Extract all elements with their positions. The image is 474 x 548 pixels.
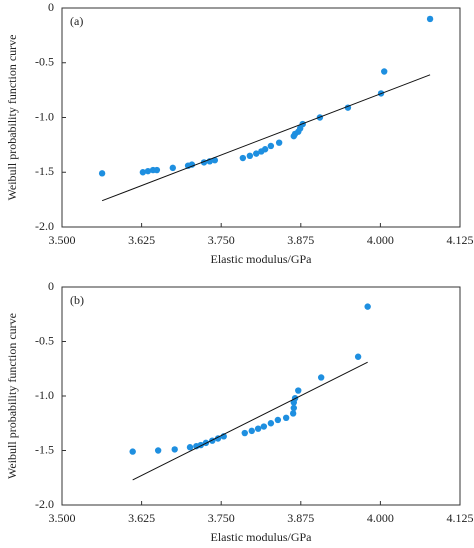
plot-frame [61,7,461,228]
fit-line [132,361,368,481]
point [171,446,178,453]
point [381,68,388,75]
y-tick-label: 0 [48,0,54,14]
x-tick-label: 3.625 [128,511,155,525]
x-tick-label: 3.875 [287,233,314,247]
x-axis-label: Elastic modulus/GPa [211,530,313,544]
point [289,410,297,417]
y-tick-label: -1.5 [35,164,54,178]
point [186,444,194,451]
x-tick-label: 4.125 [447,511,474,525]
x-tick-label: 4.125 [447,233,474,247]
point [290,404,297,412]
y-tick-label: -0.5 [35,333,54,347]
point [246,152,254,160]
point [426,15,434,23]
fit-line [101,74,431,202]
point [211,157,219,164]
point [260,423,268,430]
point [267,420,275,427]
point [274,416,282,424]
y-tick-label: -2.0 [35,219,54,233]
x-tick-label: 3.500 [49,233,76,247]
point [129,448,136,455]
point [169,164,177,172]
point [254,425,262,432]
point [275,139,283,146]
point [354,353,362,360]
panel-label: (b) [70,293,84,307]
plot-frame [61,286,461,506]
point [253,150,260,157]
point [144,167,152,175]
panel-label: (a) [70,14,83,28]
point [188,161,196,168]
y-axis-label: Weibull probability function curve [5,35,19,201]
point [98,170,106,177]
x-tick-label: 3.625 [128,233,155,247]
point [154,447,162,454]
point [241,429,248,437]
y-tick-label: -1.5 [35,442,54,456]
y-tick-label: 0 [48,279,54,293]
point [139,169,147,176]
x-tick-label: 3.500 [49,511,76,525]
x-tick-label: 3.750 [208,511,235,525]
point [364,303,371,310]
point [261,146,269,153]
x-tick-label: 3.875 [287,511,314,525]
point [295,387,302,394]
y-tick-label: -0.5 [35,55,54,69]
point [317,374,325,381]
x-tick-label: 4.000 [367,511,394,525]
x-tick-label: 4.000 [367,233,394,247]
y-tick-label: -2.0 [35,497,54,511]
point [239,154,247,162]
point [267,142,275,150]
point [153,166,161,174]
point [282,414,290,421]
x-tick-label: 3.750 [208,233,235,247]
y-tick-label: -1.0 [35,109,54,123]
y-tick-label: -1.0 [35,388,54,402]
y-axis-label: Weibull probability function curve [5,313,19,479]
x-axis-label: Elastic modulus/GPa [211,252,313,266]
point [248,427,255,435]
